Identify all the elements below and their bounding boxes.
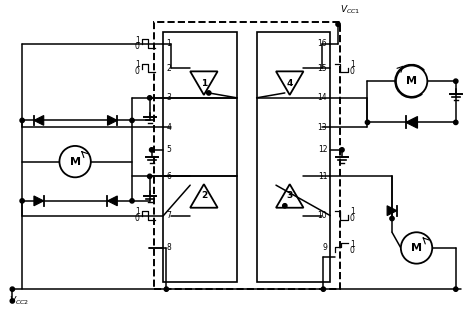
Text: 12: 12 — [318, 145, 327, 154]
Bar — [154, 22, 340, 289]
Text: 5: 5 — [166, 145, 171, 154]
Text: 1: 1 — [135, 60, 140, 69]
Text: 2: 2 — [166, 64, 171, 73]
Text: 0: 0 — [350, 246, 355, 255]
Polygon shape — [108, 115, 117, 125]
Text: $V_{CC2}$: $V_{CC2}$ — [9, 295, 30, 307]
Text: 14: 14 — [318, 93, 327, 102]
Circle shape — [365, 120, 370, 124]
Circle shape — [321, 287, 326, 291]
Circle shape — [20, 199, 24, 203]
Text: 15: 15 — [318, 64, 327, 73]
Text: 1: 1 — [350, 240, 355, 249]
Circle shape — [59, 146, 91, 177]
Text: 16: 16 — [318, 39, 327, 48]
Text: 6: 6 — [166, 172, 171, 181]
Text: M: M — [406, 76, 417, 86]
Text: 1: 1 — [350, 207, 355, 217]
Circle shape — [10, 299, 15, 303]
Text: 9: 9 — [322, 243, 327, 252]
Circle shape — [454, 79, 458, 83]
Circle shape — [20, 118, 24, 122]
Bar — [256, 32, 330, 282]
Circle shape — [336, 22, 340, 26]
Circle shape — [207, 91, 211, 95]
Text: 4: 4 — [287, 79, 293, 88]
Text: 0: 0 — [350, 214, 355, 223]
Text: M: M — [70, 157, 81, 167]
Circle shape — [164, 287, 169, 291]
Text: M: M — [411, 243, 422, 253]
Polygon shape — [387, 206, 397, 216]
Text: $V_{CC1}$: $V_{CC1}$ — [340, 4, 360, 16]
Text: 1: 1 — [166, 39, 171, 48]
Text: 11: 11 — [318, 172, 327, 181]
Polygon shape — [34, 115, 44, 125]
Circle shape — [149, 148, 154, 152]
Circle shape — [454, 120, 458, 124]
Circle shape — [454, 287, 458, 291]
Text: 4: 4 — [166, 123, 171, 132]
Text: 3: 3 — [287, 191, 293, 200]
Text: 0: 0 — [135, 42, 140, 51]
Circle shape — [401, 232, 432, 263]
Polygon shape — [34, 196, 44, 206]
Polygon shape — [108, 196, 117, 206]
Text: 2: 2 — [201, 191, 207, 200]
Text: 13: 13 — [318, 123, 327, 132]
Polygon shape — [406, 116, 418, 128]
Text: 0: 0 — [350, 67, 355, 76]
Text: 7: 7 — [166, 211, 171, 220]
Text: 10: 10 — [318, 211, 327, 220]
Circle shape — [130, 199, 134, 203]
Text: 1: 1 — [201, 79, 207, 88]
Text: 1: 1 — [350, 60, 355, 69]
Text: 0: 0 — [135, 67, 140, 76]
Text: 3: 3 — [166, 93, 171, 102]
Text: 1: 1 — [135, 36, 140, 45]
Circle shape — [10, 287, 15, 291]
Circle shape — [147, 174, 152, 179]
Text: 8: 8 — [166, 243, 171, 252]
Text: 0: 0 — [135, 214, 140, 223]
Bar — [164, 32, 237, 282]
Circle shape — [396, 65, 428, 97]
Circle shape — [130, 118, 134, 122]
Circle shape — [283, 204, 287, 208]
Text: 1: 1 — [135, 207, 140, 217]
Circle shape — [147, 96, 152, 100]
Circle shape — [390, 216, 394, 221]
Circle shape — [340, 148, 344, 152]
